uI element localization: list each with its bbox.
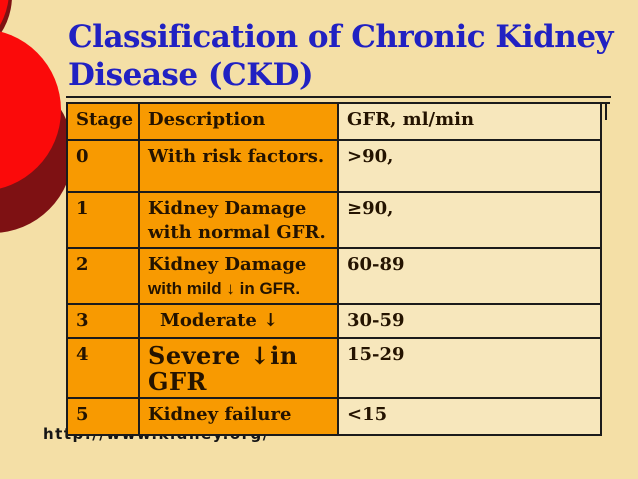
slide-title-line1: Classification of Chronic Kidney [68,19,614,55]
table-row-stage-5: 5 Kidney failure <15 [66,397,602,436]
gfr-cell: 30-59 [337,303,602,339]
header-description: Description [138,102,339,141]
header-gfr: GFR, ml/min [337,102,602,141]
table-row-stage-4: 4 Severe ↓in GFR 15-29 [66,337,602,399]
table-border-overhang [596,102,610,104]
table-border-tick [605,102,607,120]
gfr-cell: 60-89 [337,247,602,305]
stage-cell: 2 [66,247,140,305]
stage-cell: 4 [66,337,140,399]
gfr-cell: <15 [337,397,602,436]
gfr-cell: ≥90, [337,191,602,249]
table-row-stage-0: 0 With risk factors. >90, [66,139,602,193]
description-cell: Kidney Damage with mild ↓ in GFR. [138,247,339,305]
main-circle-red [0,31,61,189]
description-line1: Moderate ↓ [160,310,279,331]
gfr-cell: 15-29 [337,337,602,399]
slide-title-line2: Disease (CKD) [68,57,314,93]
slide-title: Classification of Chronic Kidney Disease… [68,18,628,94]
description-cell: Moderate ↓ [138,303,339,339]
description-line2: with mild ↓ in GFR. [148,279,301,298]
description-line1: Kidney Damage [148,254,307,275]
header-stage: Stage [66,102,140,141]
description-cell: With risk factors. [138,139,339,193]
gfr-cell: >90, [337,139,602,193]
corner-circle-red [0,0,9,26]
stage-cell: 1 [66,191,140,249]
description-line1: With risk factors. [148,146,325,167]
stage-cell: 0 [66,139,140,193]
stage-cell: 5 [66,397,140,436]
table-row-stage-1: 1 Kidney Damage with normal GFR. ≥90, [66,191,602,249]
description-line1: Kidney Damage [148,198,307,219]
table-row-stage-2: 2 Kidney Damage with mild ↓ in GFR. 60-8… [66,247,602,305]
description-line1: Severe ↓in GFR [148,341,298,396]
table-row-stage-3: 3 Moderate ↓ 30-59 [66,303,602,339]
description-line2: with normal GFR. [148,222,326,243]
title-divider-line [66,96,611,98]
description-cell: Kidney failure [138,397,339,436]
stage-cell: 3 [66,303,140,339]
ckd-classification-table: Stage Description GFR, ml/min 0 With ris… [66,102,602,436]
table-header-row: Stage Description GFR, ml/min [66,102,602,141]
description-line1: Kidney failure [148,404,292,425]
description-cell: Kidney Damage with normal GFR. [138,191,339,249]
description-cell: Severe ↓in GFR [138,337,339,399]
